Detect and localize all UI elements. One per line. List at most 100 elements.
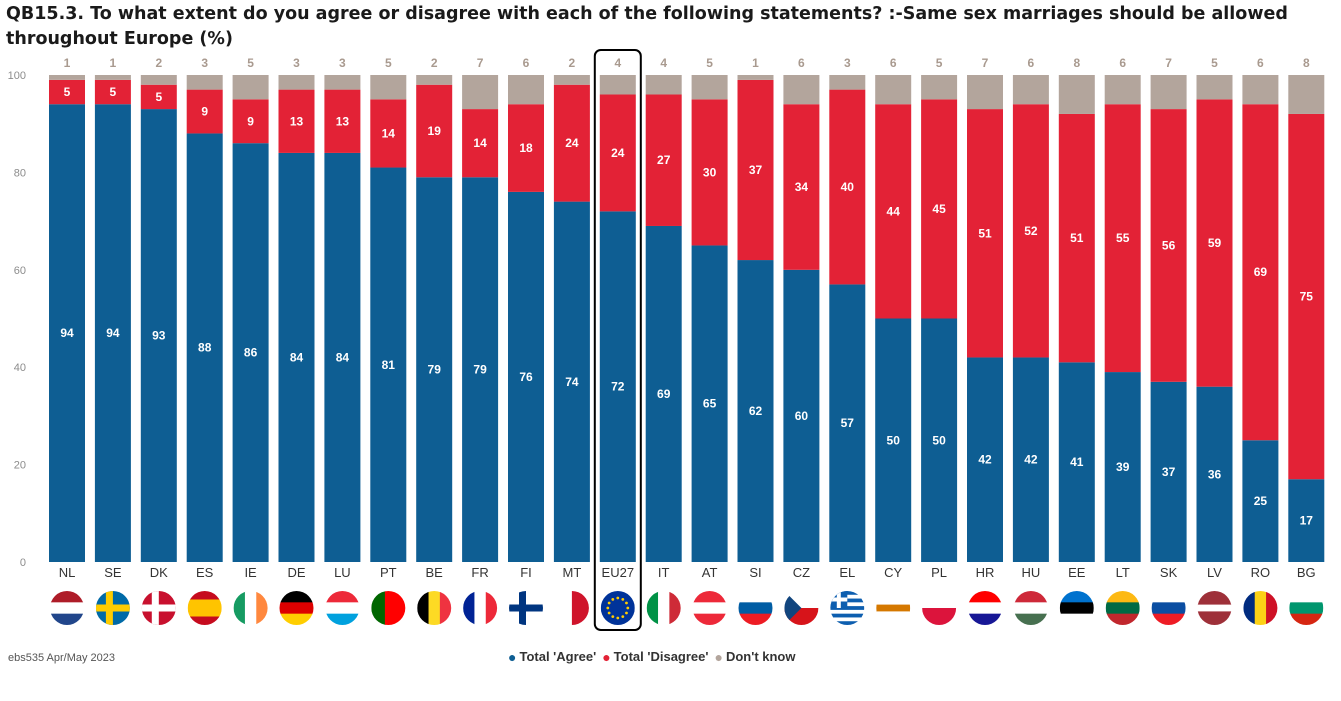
y-tick-label: 60 — [14, 265, 26, 277]
category-label: HR — [976, 565, 995, 580]
data-label-agree: 50 — [932, 433, 946, 447]
flag-es-icon — [187, 591, 222, 625]
bar-disagree — [783, 104, 820, 270]
flag-pl-icon — [922, 591, 957, 625]
category-label: AT — [702, 565, 718, 580]
data-label-agree: 72 — [611, 380, 625, 394]
data-label-disagree: 51 — [1070, 231, 1084, 245]
data-label-agree: 88 — [198, 341, 212, 355]
bar-dontknow — [278, 75, 315, 90]
bar-agree — [508, 191, 544, 562]
legend-item-disagree: ● Total 'Disagree' — [602, 649, 708, 664]
category-label: DK — [150, 565, 168, 580]
bar-disagree — [829, 89, 866, 285]
data-label-dontknow: 8 — [1073, 56, 1080, 70]
flag-de-icon — [279, 591, 314, 625]
data-label-disagree: 9 — [201, 105, 208, 119]
flag-lt-icon — [1105, 591, 1140, 625]
bar-agree — [324, 152, 361, 563]
flag-ro-icon — [1243, 591, 1278, 625]
bar-agree — [140, 109, 177, 562]
bar-agree — [462, 177, 499, 562]
bar-disagree — [553, 84, 590, 202]
data-label-agree: 42 — [978, 453, 992, 467]
y-tick-label: 80 — [14, 167, 26, 179]
bar-dontknow — [1288, 75, 1325, 114]
category-label: EL — [839, 565, 855, 580]
data-label-dontknow: 1 — [64, 56, 71, 70]
bar-disagree — [186, 89, 223, 134]
bar-disagree — [140, 84, 177, 110]
bar-dontknow — [783, 75, 820, 105]
data-label-agree: 17 — [1300, 514, 1314, 528]
data-label-disagree: 56 — [1162, 238, 1176, 252]
bar-agree — [1196, 386, 1233, 562]
bar-disagree — [967, 109, 1003, 358]
data-label-disagree: 5 — [110, 85, 117, 99]
category-label: EE — [1068, 565, 1086, 580]
data-label-disagree: 24 — [611, 146, 625, 160]
bar-disagree — [1104, 104, 1141, 373]
category-label: BE — [426, 565, 444, 580]
flag-hu-icon — [1013, 591, 1048, 625]
data-label-agree: 93 — [152, 329, 166, 343]
legend-item-dontknow: ● Don't know — [714, 649, 795, 664]
data-label-disagree: 27 — [657, 153, 671, 167]
data-label-disagree: 19 — [428, 124, 442, 138]
bar-disagree — [737, 79, 774, 261]
y-tick-label: 40 — [14, 362, 26, 374]
bar-dontknow — [370, 75, 407, 100]
data-label-agree: 69 — [657, 387, 671, 401]
bar-disagree — [1196, 99, 1233, 387]
chart-title: QB15.3. To what extent do you agree or d… — [6, 4, 1288, 49]
bar-dontknow — [140, 75, 177, 85]
stacked-bar-chart: 0204060801009451NL9451SE9352DK8893ES8695… — [8, 49, 1325, 631]
category-label: CZ — [793, 565, 810, 580]
category-label: CY — [884, 565, 902, 580]
data-label-dontknow: 3 — [844, 56, 851, 70]
category-label: LT — [1116, 565, 1130, 580]
bar-disagree — [508, 104, 544, 192]
bar-dontknow — [829, 75, 866, 90]
data-label-disagree: 14 — [382, 126, 396, 140]
category-label: PT — [380, 565, 397, 580]
bar-dontknow — [1012, 75, 1049, 105]
data-label-dontknow: 5 — [247, 56, 254, 70]
data-label-disagree: 5 — [155, 90, 162, 104]
category-label: PL — [931, 565, 947, 580]
data-label-disagree: 75 — [1300, 290, 1314, 304]
bar-disagree — [1288, 113, 1325, 480]
category-label: RO — [1251, 565, 1271, 580]
data-label-agree: 79 — [473, 363, 487, 377]
data-label-agree: 65 — [703, 397, 717, 411]
flag-ee-icon — [1059, 591, 1094, 625]
data-label-disagree: 69 — [1254, 265, 1268, 279]
bar-disagree — [599, 94, 636, 212]
flag-ie-icon — [233, 591, 268, 625]
category-label: SI — [749, 565, 761, 580]
bar-dontknow — [1150, 75, 1187, 110]
data-label-disagree: 45 — [932, 202, 946, 216]
bar-dontknow — [599, 75, 636, 95]
category-label: IE — [244, 565, 257, 580]
bar-dontknow — [186, 75, 223, 90]
flag-el-icon — [830, 591, 865, 625]
data-label-agree: 42 — [1024, 453, 1038, 467]
data-label-dontknow: 6 — [523, 56, 530, 70]
y-tick-label: 20 — [14, 460, 26, 472]
data-label-disagree: 52 — [1024, 224, 1038, 238]
category-label: EU27 — [602, 565, 635, 580]
data-label-agree: 81 — [382, 358, 396, 372]
flag-bg-icon — [1289, 591, 1324, 625]
data-label-dontknow: 2 — [431, 56, 438, 70]
data-label-disagree: 40 — [841, 180, 855, 194]
flag-fr-icon — [463, 591, 498, 625]
bar-dontknow — [1058, 75, 1095, 114]
flag-eu27-icon — [600, 591, 635, 625]
data-label-dontknow: 5 — [936, 56, 943, 70]
bar-disagree — [232, 99, 269, 144]
legend: ● Total 'Agree' ● Total 'Disagree' ● Don… — [508, 649, 795, 664]
bar-agree — [1058, 362, 1095, 562]
bar-dontknow — [462, 75, 499, 110]
bar-dontknow — [324, 75, 361, 90]
